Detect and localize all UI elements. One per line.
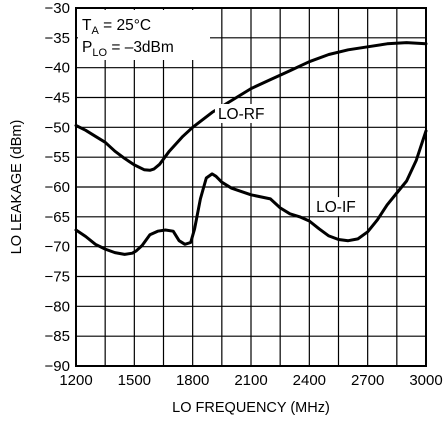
annotation-background [78,10,210,60]
series-line-lo-rf [74,41,428,172]
x-axis-title: LO FREQUENCY (MHz) [172,400,330,416]
x-tick-label: 3000 [409,372,442,389]
y-tick-label: −75 [45,269,70,286]
y-tick-label: −55 [45,149,70,166]
y-axis-title: LO LEAKAGE (dBm) [9,120,25,255]
y-tick-label: −80 [45,298,70,315]
annotation-temperature: TA = 25°C [82,17,151,37]
annotation-lo-power: PLO = –3dBm [82,39,174,59]
series-label-lo-rf: LO-RF [218,106,265,123]
tick-labels: −30−35−40−45−50−55−60−65−70−75−80−85−901… [45,0,443,389]
series-label-lo-if: LO-IF [316,199,356,216]
grid-lines [76,8,426,366]
series-line-lo-if [74,129,428,256]
plot-frame [75,7,427,367]
x-tick-label: 1500 [118,372,151,389]
y-tick-label: −85 [45,328,70,345]
y-tick-label: −35 [45,30,70,47]
y-tick-label: −45 [45,90,70,107]
series-label-background-lo-rf [214,103,269,123]
y-tick-label: −50 [45,119,70,136]
x-tick-label: 1800 [176,372,209,389]
y-tick-label: −65 [45,209,70,226]
y-tick-label: −70 [45,239,70,256]
x-tick-label: 2400 [293,372,326,389]
y-tick-label: −30 [45,0,70,17]
y-tick-label: −40 [45,60,70,77]
x-tick-label: 2100 [234,372,267,389]
series-label-background-lo-if [313,197,360,217]
series-lines [74,41,428,256]
x-tick-label: 1200 [59,372,92,389]
y-tick-label: −90 [45,358,70,375]
x-tick-label: 2700 [351,372,384,389]
y-tick-label: −60 [45,179,70,196]
